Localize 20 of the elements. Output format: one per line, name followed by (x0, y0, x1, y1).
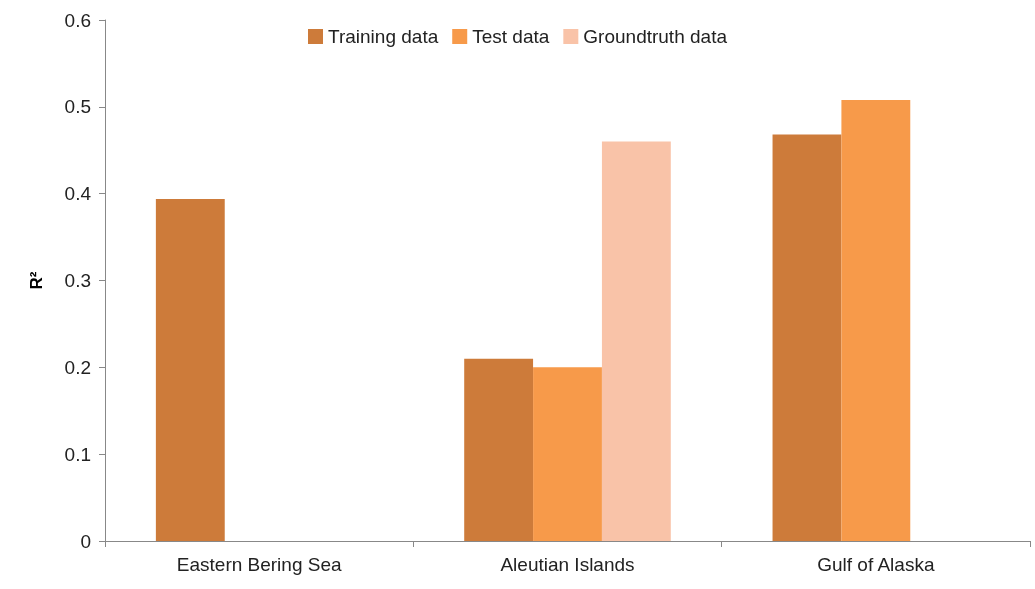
y-tick-label: 0.2 (64, 356, 91, 378)
x-tick-label: Aleutian Islands (500, 554, 635, 575)
y-tick-label: 0.3 (64, 270, 91, 291)
legend-label: Training data (328, 26, 439, 47)
bar (772, 134, 842, 541)
y-tick-label: 0.6 (64, 9, 91, 31)
legend-label: Test data (472, 26, 550, 47)
legend-label: Groundtruth data (583, 26, 728, 47)
x-tick-label: Eastern Bering Sea (176, 554, 342, 575)
y-tick-label: 0 (80, 530, 91, 552)
bar (841, 99, 911, 541)
y-tick-label: 0.5 (64, 96, 91, 118)
y-tick-label: 0.1 (64, 443, 91, 465)
bar (601, 141, 671, 541)
y-axis-title: R² (27, 271, 46, 290)
bar (155, 198, 225, 541)
bar (533, 367, 602, 541)
bar (464, 358, 534, 541)
x-tick-label: Gulf of Alaska (817, 554, 935, 575)
y-tick-label: 0.4 (64, 183, 92, 205)
